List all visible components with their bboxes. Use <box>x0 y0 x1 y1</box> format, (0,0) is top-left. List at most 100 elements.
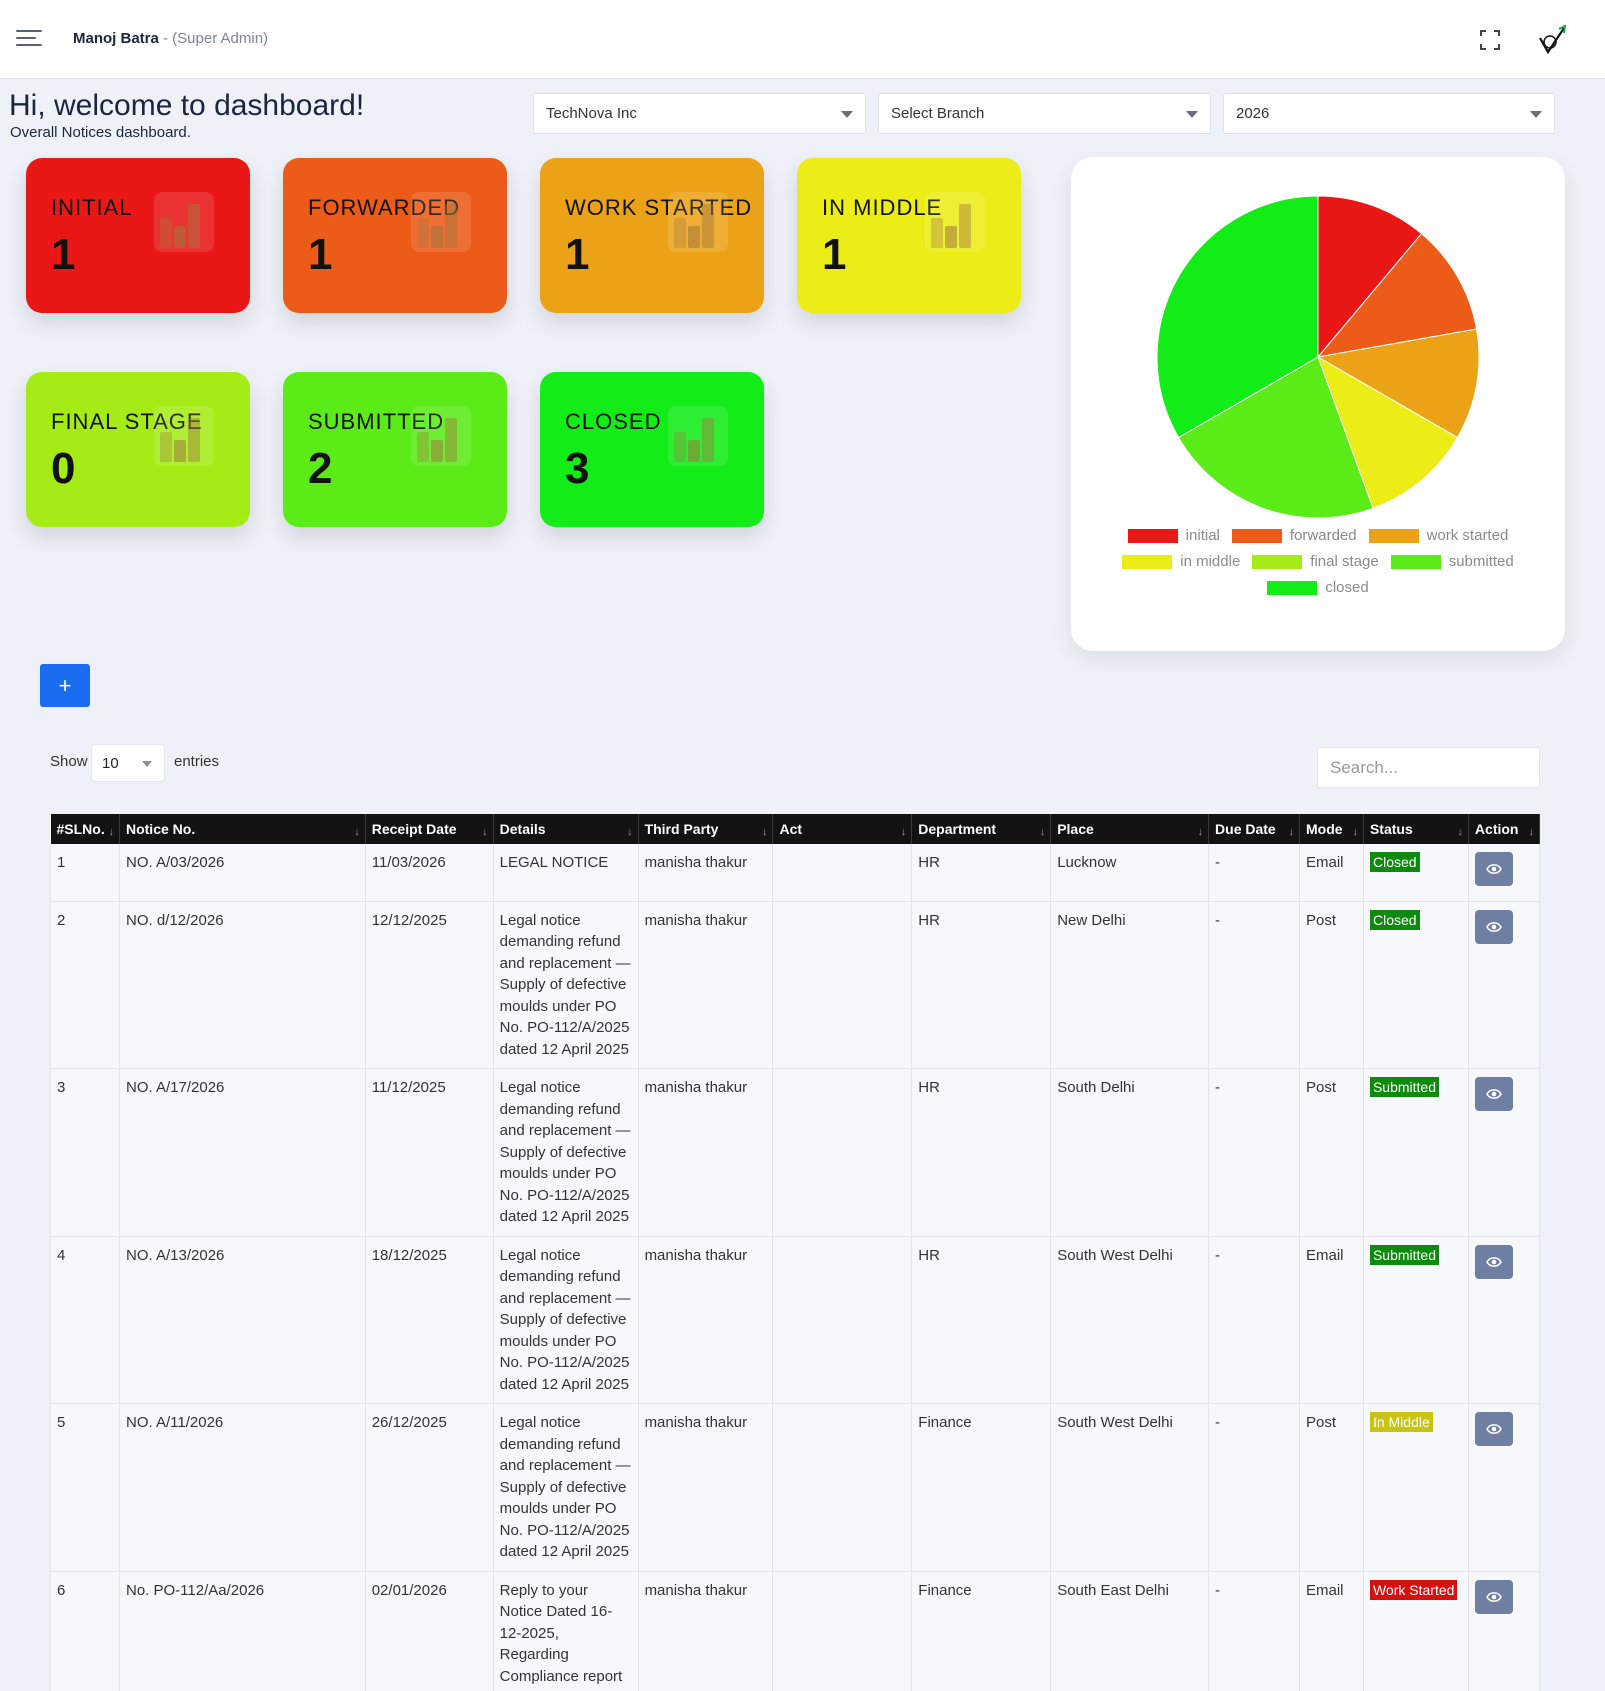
table-row: 3 NO. A/17/2026 11/12/2025 Legal notice dem… <box>50 1068 1541 1237</box>
row-status: In Middle <box>1363 1403 1469 1572</box>
view-button[interactable] <box>1474 1412 1513 1446</box>
row-status: Submitted <box>1363 1068 1469 1237</box>
legend-swatch <box>1267 580 1318 595</box>
row-notice-no: NO. A/03/2026 <box>119 844 366 902</box>
column-header-third-party[interactable]: Third Party ↓ <box>638 814 774 844</box>
legend-label: forwarded <box>1289 527 1357 544</box>
row-department: HR <box>911 901 1052 1069</box>
column-header-mode[interactable]: Mode ↓ <box>1299 814 1364 844</box>
bar-chart-icon-bar <box>702 204 714 248</box>
row-act <box>772 1236 913 1404</box>
pie-slice-in-middle[interactable] <box>1317 355 1459 509</box>
row-details: LEGAL NOTICE <box>493 844 639 902</box>
add-notice-button[interactable]: + <box>40 664 90 707</box>
status-card-initial[interactable]: INITIAL 1 <box>26 158 250 313</box>
year-select[interactable]: 2026 <box>1223 93 1555 134</box>
column-header-department[interactable]: Department ↓ <box>911 814 1052 844</box>
column-header-place[interactable]: Place ↓ <box>1050 814 1210 844</box>
pie-slice-forwarded[interactable] <box>1316 232 1478 358</box>
bar-chart-icon <box>154 192 214 252</box>
view-button[interactable] <box>1474 852 1513 886</box>
legend-item-forwarded[interactable]: forwarded <box>1231 527 1357 544</box>
view-button[interactable] <box>1474 909 1513 944</box>
legend-item-final-stage[interactable]: final stage <box>1252 553 1379 570</box>
row-receipt-date: 11/12/2025 <box>365 1068 494 1237</box>
column-header-action[interactable]: Action ↓ <box>1468 814 1541 844</box>
status-card-forwarded[interactable]: FORWARDED 1 <box>283 158 507 313</box>
row-third-party: manisha thakur <box>638 901 774 1069</box>
bar-chart-icon-bar <box>959 204 971 248</box>
column-header-slno[interactable]: #SLNo. ↓ <box>50 814 120 844</box>
bar-chart-icon-bar <box>417 218 429 248</box>
entries-per-page-value: 10 <box>102 755 119 772</box>
column-header-status[interactable]: Status ↓ <box>1363 814 1469 844</box>
column-header-act[interactable]: Act ↓ <box>772 814 913 844</box>
status-badge: Submitted <box>1369 1077 1440 1097</box>
pie-slice-work-started[interactable] <box>1316 328 1480 439</box>
row-third-party: manisha thakur <box>638 1236 774 1404</box>
bar-chart-icon-bar <box>431 226 443 248</box>
legend-item-closed[interactable]: closed <box>1267 579 1369 596</box>
view-button[interactable] <box>1474 1077 1513 1111</box>
page-title: Hi, welcome to dashboard! <box>9 89 365 122</box>
legend-item-initial[interactable]: initial <box>1127 527 1220 544</box>
bar-chart-icon-bar <box>945 226 957 248</box>
column-header-label: Notice No. <box>125 821 196 837</box>
status-card-count: 1 <box>822 230 847 279</box>
column-header-receipt-date[interactable]: Receipt Date ↓ <box>365 814 494 844</box>
legend-label: submitted <box>1448 553 1514 570</box>
row-mode: Post <box>1299 1068 1364 1237</box>
sort-icon: ↓ <box>1457 826 1463 838</box>
row-third-party: manisha thakur <box>638 1403 774 1572</box>
column-header-label: Details <box>499 821 546 837</box>
row-slno: 6 <box>50 1571 120 1691</box>
menu-icon[interactable] <box>16 30 42 50</box>
view-button[interactable] <box>1474 1244 1513 1279</box>
row-mode: Email <box>1299 1236 1364 1404</box>
column-header-due-date[interactable]: Due Date ↓ <box>1208 814 1300 844</box>
legend-item-submitted[interactable]: submitted <box>1390 553 1514 570</box>
row-due-date: - <box>1208 1403 1300 1572</box>
row-status: Closed <box>1363 901 1469 1069</box>
legend-row: in middle final stage submitted <box>1071 553 1565 570</box>
row-mode: Post <box>1299 901 1364 1069</box>
row-slno: 3 <box>50 1068 120 1237</box>
chevron-down-icon <box>1186 111 1198 118</box>
row-action <box>1468 1236 1541 1404</box>
view-button[interactable] <box>1474 1579 1513 1614</box>
column-header-label: Place <box>1057 821 1094 837</box>
company-select[interactable]: TechNova Inc <box>533 93 866 134</box>
pie-slice-initial[interactable] <box>1317 195 1423 359</box>
column-header-details[interactable]: Details ↓ <box>493 814 639 844</box>
row-notice-no: NO. d/12/2026 <box>119 901 366 1069</box>
column-header-label: Department <box>918 821 997 837</box>
status-card-closed[interactable]: CLOSED 3 <box>540 372 764 527</box>
bar-chart-icon-bar <box>931 218 943 248</box>
row-department: HR <box>911 1068 1052 1237</box>
search-input[interactable] <box>1317 747 1540 788</box>
status-card-in-middle[interactable]: IN MIDDLE 1 <box>797 158 1021 313</box>
legend-item-work-started[interactable]: work started <box>1368 527 1508 544</box>
column-header-notice-no[interactable]: Notice No. ↓ <box>119 814 366 844</box>
row-action <box>1468 1403 1541 1572</box>
branch-select[interactable]: Select Branch <box>878 93 1211 134</box>
row-act <box>772 1403 913 1572</box>
year-select-value: 2026 <box>1236 105 1270 122</box>
entries-per-page-select[interactable]: 10 <box>91 744 165 782</box>
row-mode: Email <box>1299 1571 1364 1691</box>
table-row: 5 NO. A/11/2026 26/12/2025 Legal notice dem… <box>50 1403 1541 1572</box>
status-card-final-stage[interactable]: FINAL STAGE 0 <box>26 372 250 527</box>
legend-item-in-middle[interactable]: in middle <box>1122 553 1240 570</box>
status-card-submitted[interactable]: SUBMITTED 2 <box>283 372 507 527</box>
eye-icon <box>1486 1256 1502 1267</box>
row-details: Legal notice demanding refund and replac… <box>493 901 639 1069</box>
pie-slice-submitted[interactable] <box>1177 356 1374 519</box>
fullscreen-icon[interactable] <box>1480 30 1500 50</box>
status-badge: In Middle <box>1369 1412 1433 1432</box>
pie-slice-closed[interactable] <box>1156 195 1319 439</box>
bar-chart-icon-bar <box>160 218 172 248</box>
bar-chart-icon-bar <box>174 440 186 462</box>
legend-row: initial forwarded work started <box>1071 527 1565 544</box>
status-card-work-started[interactable]: WORK STARTED 1 <box>540 158 764 313</box>
column-header-label: #SLNo. <box>56 821 105 837</box>
